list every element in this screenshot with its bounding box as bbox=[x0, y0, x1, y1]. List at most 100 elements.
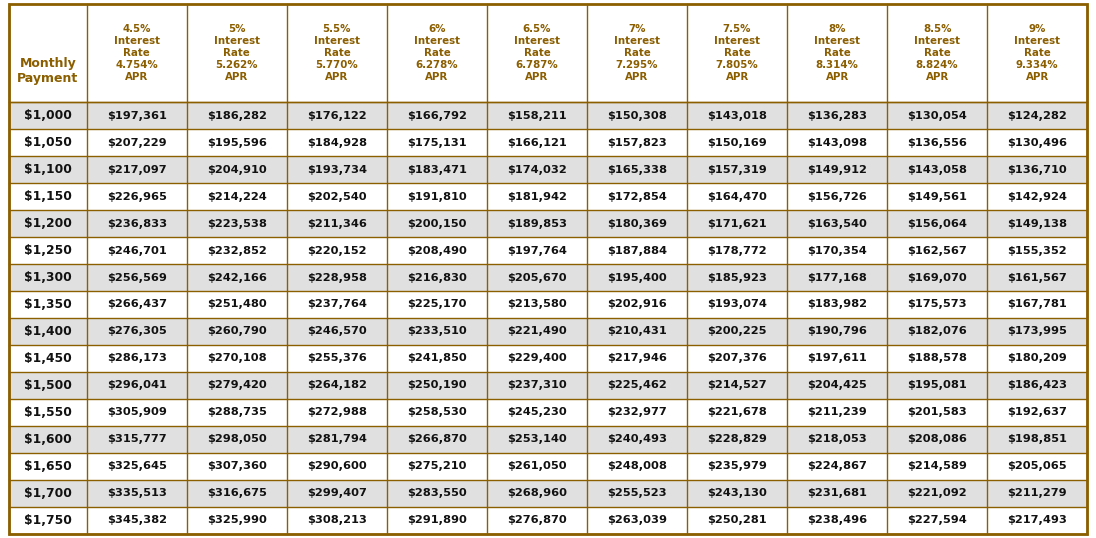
Text: $204,425: $204,425 bbox=[808, 380, 867, 391]
Text: $214,589: $214,589 bbox=[907, 461, 967, 471]
Text: $200,225: $200,225 bbox=[707, 327, 767, 336]
Text: $136,556: $136,556 bbox=[907, 138, 967, 148]
Text: $157,319: $157,319 bbox=[707, 165, 767, 175]
Text: $236,833: $236,833 bbox=[106, 218, 167, 229]
Text: $191,810: $191,810 bbox=[407, 192, 467, 202]
Text: $308,213: $308,213 bbox=[307, 515, 367, 525]
Text: $197,764: $197,764 bbox=[507, 245, 567, 256]
Text: $246,701: $246,701 bbox=[107, 245, 167, 256]
Text: $185,923: $185,923 bbox=[707, 273, 767, 282]
Text: $298,050: $298,050 bbox=[207, 434, 266, 444]
Bar bbox=[9, 156, 1087, 183]
Text: 9%
Interest
Rate
9.334%
APR: 9% Interest Rate 9.334% APR bbox=[1014, 24, 1060, 82]
Text: $1,400: $1,400 bbox=[24, 325, 71, 338]
Text: $231,681: $231,681 bbox=[807, 489, 867, 498]
Text: $130,054: $130,054 bbox=[907, 111, 967, 121]
Text: 8.5%
Interest
Rate
8.824%
APR: 8.5% Interest Rate 8.824% APR bbox=[914, 24, 960, 82]
Text: $266,870: $266,870 bbox=[407, 434, 467, 444]
Text: $228,958: $228,958 bbox=[307, 273, 367, 282]
Text: $195,081: $195,081 bbox=[907, 380, 967, 391]
Text: $241,850: $241,850 bbox=[407, 353, 467, 363]
Bar bbox=[9, 399, 1087, 426]
Text: $223,538: $223,538 bbox=[207, 218, 266, 229]
Text: $226,965: $226,965 bbox=[107, 192, 167, 202]
Text: $232,852: $232,852 bbox=[207, 245, 266, 256]
Text: $245,230: $245,230 bbox=[507, 407, 567, 417]
Text: $198,851: $198,851 bbox=[1007, 434, 1068, 444]
Bar bbox=[9, 480, 1087, 507]
Text: $221,678: $221,678 bbox=[707, 407, 767, 417]
Text: 8%
Interest
Rate
8.314%
APR: 8% Interest Rate 8.314% APR bbox=[814, 24, 860, 82]
Text: $175,573: $175,573 bbox=[907, 300, 967, 309]
Text: $178,772: $178,772 bbox=[707, 245, 767, 256]
Text: $255,523: $255,523 bbox=[607, 489, 666, 498]
Text: $213,580: $213,580 bbox=[507, 300, 567, 309]
Text: $130,496: $130,496 bbox=[1007, 138, 1068, 148]
Text: $1,500: $1,500 bbox=[24, 379, 71, 392]
Text: $1,050: $1,050 bbox=[24, 136, 71, 149]
Text: $166,121: $166,121 bbox=[507, 138, 567, 148]
Text: $258,530: $258,530 bbox=[407, 407, 467, 417]
Text: $204,910: $204,910 bbox=[207, 165, 266, 175]
Text: $210,431: $210,431 bbox=[607, 327, 666, 336]
Text: $232,977: $232,977 bbox=[607, 407, 666, 417]
Text: $307,360: $307,360 bbox=[207, 461, 266, 471]
Text: $225,170: $225,170 bbox=[408, 300, 467, 309]
Text: $205,670: $205,670 bbox=[507, 273, 567, 282]
Bar bbox=[9, 102, 1087, 129]
Text: $214,224: $214,224 bbox=[207, 192, 266, 202]
Text: $270,108: $270,108 bbox=[207, 353, 266, 363]
Text: $345,382: $345,382 bbox=[106, 515, 167, 525]
Text: $166,792: $166,792 bbox=[407, 111, 467, 121]
Text: $186,282: $186,282 bbox=[207, 111, 266, 121]
Text: $124,282: $124,282 bbox=[1007, 111, 1068, 121]
Text: $202,540: $202,540 bbox=[307, 192, 367, 202]
Text: $218,053: $218,053 bbox=[808, 434, 867, 444]
Text: $211,346: $211,346 bbox=[307, 218, 367, 229]
Text: 4.5%
Interest
Rate
4.754%
APR: 4.5% Interest Rate 4.754% APR bbox=[114, 24, 160, 82]
Text: $228,829: $228,829 bbox=[707, 434, 767, 444]
Text: $255,376: $255,376 bbox=[307, 353, 367, 363]
Text: $189,853: $189,853 bbox=[507, 218, 567, 229]
Text: $1,450: $1,450 bbox=[24, 352, 71, 365]
Text: $143,058: $143,058 bbox=[907, 165, 967, 175]
Bar bbox=[9, 507, 1087, 534]
Text: $171,621: $171,621 bbox=[707, 218, 767, 229]
Text: $272,988: $272,988 bbox=[307, 407, 367, 417]
Text: $173,995: $173,995 bbox=[1007, 327, 1068, 336]
Text: 7%
Interest
Rate
7.295%
APR: 7% Interest Rate 7.295% APR bbox=[614, 24, 660, 82]
Text: $242,166: $242,166 bbox=[207, 273, 266, 282]
Text: Monthly
Payment: Monthly Payment bbox=[18, 56, 79, 85]
Text: $1,600: $1,600 bbox=[24, 433, 71, 446]
Text: $240,493: $240,493 bbox=[607, 434, 667, 444]
Text: $250,190: $250,190 bbox=[407, 380, 467, 391]
Text: $261,050: $261,050 bbox=[507, 461, 567, 471]
Text: $253,140: $253,140 bbox=[507, 434, 567, 444]
Text: $224,867: $224,867 bbox=[807, 461, 867, 471]
Text: $283,550: $283,550 bbox=[407, 489, 467, 498]
Text: $163,540: $163,540 bbox=[807, 218, 867, 229]
Text: $149,912: $149,912 bbox=[807, 165, 867, 175]
Text: $136,710: $136,710 bbox=[1007, 165, 1068, 175]
Bar bbox=[9, 345, 1087, 372]
Text: $246,570: $246,570 bbox=[307, 327, 367, 336]
Text: $149,561: $149,561 bbox=[907, 192, 967, 202]
Text: $325,990: $325,990 bbox=[207, 515, 266, 525]
Text: $208,086: $208,086 bbox=[907, 434, 967, 444]
Text: $176,122: $176,122 bbox=[307, 111, 367, 121]
Bar bbox=[9, 129, 1087, 156]
Text: $161,567: $161,567 bbox=[1007, 273, 1068, 282]
Text: $238,496: $238,496 bbox=[807, 515, 867, 525]
Text: $136,283: $136,283 bbox=[807, 111, 867, 121]
Text: 6.5%
Interest
Rate
6.787%
APR: 6.5% Interest Rate 6.787% APR bbox=[514, 24, 560, 82]
Text: $291,890: $291,890 bbox=[407, 515, 467, 525]
Text: $174,032: $174,032 bbox=[507, 165, 567, 175]
Text: 7.5%
Interest
Rate
7.805%
APR: 7.5% Interest Rate 7.805% APR bbox=[715, 24, 761, 82]
Text: $190,796: $190,796 bbox=[807, 327, 867, 336]
Text: $220,152: $220,152 bbox=[307, 245, 367, 256]
Text: $202,916: $202,916 bbox=[607, 300, 666, 309]
Text: 6%
Interest
Rate
6.278%
APR: 6% Interest Rate 6.278% APR bbox=[414, 24, 460, 82]
Bar bbox=[9, 453, 1087, 480]
Text: $227,594: $227,594 bbox=[907, 515, 967, 525]
Text: $183,471: $183,471 bbox=[407, 165, 467, 175]
